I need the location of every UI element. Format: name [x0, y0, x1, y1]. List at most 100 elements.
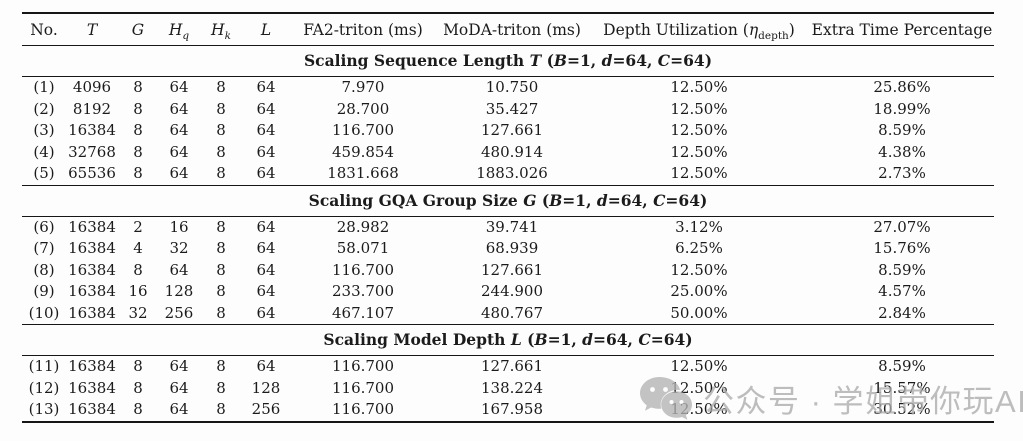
table-cell: 25.86% — [873, 78, 931, 97]
column-header-label: No. — [30, 20, 58, 39]
table-cell: 12.50% — [670, 99, 728, 118]
column-header-label: H — [168, 20, 183, 39]
column-header-hk: Hk — [200, 13, 242, 46]
table-cell: 127.661 — [480, 260, 544, 279]
table-cell: 480.767 — [480, 303, 544, 322]
table-cell: 128 — [164, 282, 194, 301]
table-cell: 12.50% — [670, 378, 728, 397]
table-cell: 10.750 — [485, 78, 539, 97]
table-cell: 128 — [251, 378, 281, 397]
table-cell: (10) — [28, 303, 60, 322]
table-cell: 459.854 — [331, 142, 395, 161]
section-title-text: =64) — [650, 330, 693, 350]
section-title: Scaling GQA Group Size G (B=1, d=64, C=6… — [22, 184, 994, 217]
section-title-variable: G — [523, 190, 537, 210]
table-cell: 28.700 — [336, 99, 390, 118]
table-cell: 8 — [216, 121, 226, 140]
section-title-variable: d — [596, 190, 608, 210]
section-title-variable: B — [553, 51, 568, 71]
section-title: Scaling Sequence Length T (B=1, d=64, C=… — [22, 45, 994, 77]
table-cell: 16 — [169, 217, 189, 236]
table-cell: 16 — [128, 282, 148, 301]
section-title-variable: L — [510, 330, 522, 350]
table-cell: 2.73% — [878, 164, 926, 183]
table-cell: 16384 — [68, 217, 116, 236]
table-cell: 16384 — [68, 260, 116, 279]
section-title-text: ( — [541, 190, 550, 210]
table-row: (9) 16384 16 128 8 64 233.700 244.900 25.00% 4.57… — [22, 281, 994, 303]
table-cell: 28.982 — [336, 217, 390, 236]
table-row: (12) 16384 8 64 8 128 116.700 138.224 12.50% 15.5… — [22, 378, 994, 400]
table-cell: 64 — [256, 357, 276, 376]
table-cell: 4.38% — [878, 142, 926, 161]
table-cell: 127.661 — [480, 357, 544, 376]
table-cell: 8 — [133, 400, 143, 419]
column-header-g: G — [118, 13, 158, 46]
table-cell: (5) — [33, 164, 55, 183]
table-cell: 16384 — [68, 378, 116, 397]
column-header-l: L — [242, 13, 290, 46]
column-header-depth-utilization: Depth Utilization (ηdepth) — [588, 13, 810, 46]
table-cell: 64 — [169, 164, 189, 183]
column-header-hq: Hq — [158, 13, 200, 46]
table-row: (5) 65536 8 64 8 64 1831.668 1883.026 12.50% 2.73… — [22, 163, 994, 185]
column-header-label: G — [131, 20, 145, 39]
table-cell: 233.700 — [331, 282, 395, 301]
section-title-text: =1, — [567, 51, 602, 71]
table-cell: 68.939 — [485, 239, 539, 258]
table-cell: 64 — [256, 260, 276, 279]
column-header-label: Depth Utilization ( — [603, 20, 749, 39]
column-header-label: T — [86, 20, 98, 39]
table-cell: 256 — [164, 303, 194, 322]
table-cell: 2 — [133, 217, 143, 236]
table-cell: 480.914 — [480, 142, 544, 161]
table-cell: 7.970 — [341, 78, 385, 97]
table-cell: (4) — [33, 142, 55, 161]
table-row: (6) 16384 2 16 8 64 28.982 39.741 3.12% 27.07% — [22, 216, 994, 238]
column-header-subscript: depth — [758, 29, 789, 42]
table-cell: 8 — [216, 217, 226, 236]
table-cell: 16384 — [68, 303, 116, 322]
table-cell: (7) — [33, 239, 55, 258]
table-cell: 8 — [133, 121, 143, 140]
table-row: (13) 16384 8 64 8 256 116.700 167.958 12.50% 30.5… — [22, 399, 994, 422]
table-cell: 138.224 — [480, 378, 544, 397]
table-cell: 27.07% — [873, 217, 931, 236]
column-header-no: No. — [22, 13, 66, 46]
table-cell: 4.57% — [878, 282, 926, 301]
table-cell: 116.700 — [331, 400, 395, 419]
table-cell: 8 — [133, 260, 143, 279]
table-row: (2) 8192 8 64 8 64 28.700 35.427 12.50% 18.99% — [22, 99, 994, 121]
column-header-label: L — [260, 20, 272, 39]
table-cell: (2) — [33, 99, 55, 118]
column-header-label: MoDA-triton (ms) — [443, 20, 581, 39]
table-cell: 8 — [216, 260, 226, 279]
table-cell: 116.700 — [331, 357, 395, 376]
table-cell: 39.741 — [485, 217, 539, 236]
column-header-subscript: q — [182, 29, 190, 42]
table-cell: 8 — [216, 142, 226, 161]
column-header-label: ) — [788, 20, 795, 39]
table-cell: (11) — [28, 357, 60, 376]
column-header-moda: MoDA-triton (ms) — [436, 13, 588, 46]
section-title-text: =64) — [665, 190, 708, 210]
table-cell: 16384 — [68, 357, 116, 376]
table-cell: 64 — [169, 357, 189, 376]
table-cell: 127.661 — [480, 121, 544, 140]
table-cell: 64 — [169, 378, 189, 397]
table-cell: 50.00% — [670, 303, 728, 322]
table-row: (10) 16384 32 256 8 64 467.107 480.767 50.00% 2.8… — [22, 303, 994, 325]
table-cell: (13) — [28, 400, 60, 419]
table-cell: 8 — [216, 164, 226, 183]
table-cell: (8) — [33, 260, 55, 279]
section-title-variable: C — [638, 330, 651, 350]
table-cell: 4096 — [72, 78, 112, 97]
table-cell: 8 — [216, 99, 226, 118]
section-title-variable: T — [529, 51, 542, 71]
table-cell: 15.57% — [873, 378, 931, 397]
table-cell: 64 — [256, 78, 276, 97]
table-cell: 12.50% — [670, 164, 728, 183]
table-cell: 8 — [133, 78, 143, 97]
section-title-variable: C — [657, 51, 671, 71]
table-cell: (6) — [33, 217, 55, 236]
